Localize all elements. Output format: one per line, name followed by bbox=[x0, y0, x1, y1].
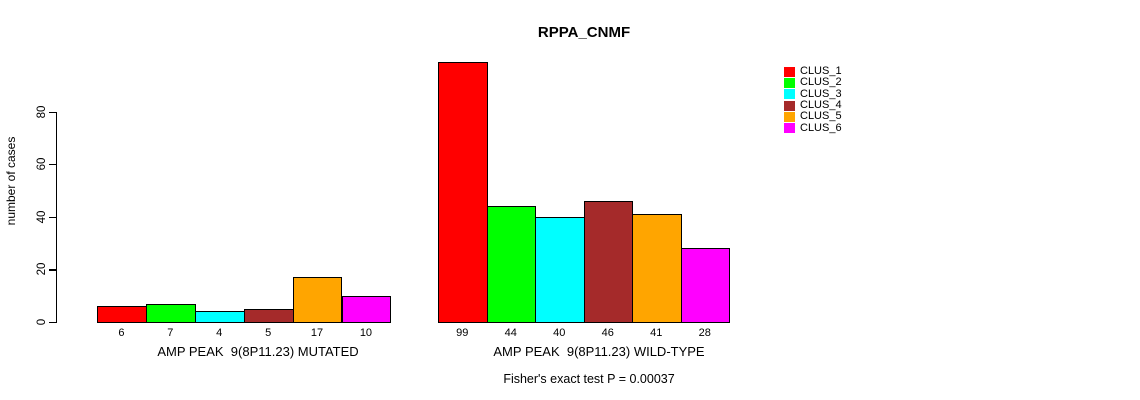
group-label: AMP PEAK 9(8P11.23) WILD-TYPE bbox=[493, 344, 705, 359]
bar-value-label: 10 bbox=[359, 327, 373, 339]
bar-value-label: 17 bbox=[310, 327, 324, 339]
legend-item: CLUS_1 bbox=[784, 66, 842, 77]
legend-color-swatch bbox=[784, 89, 795, 100]
group-label: AMP PEAK 9(8P11.23) MUTATED bbox=[157, 344, 359, 359]
bar-value-label: 41 bbox=[650, 327, 663, 339]
bar-value-label: 40 bbox=[553, 327, 566, 339]
bar-value-label: 99 bbox=[456, 327, 469, 339]
legend-label: CLUS_4 bbox=[800, 99, 842, 112]
bar-clus_6 bbox=[680, 248, 730, 323]
bar-clus_2 bbox=[145, 303, 196, 323]
legend-label: CLUS_3 bbox=[800, 87, 842, 100]
fisher-test-note: Fisher's exact test P = 0.00037 bbox=[503, 372, 675, 386]
legend-label: CLUS_2 bbox=[800, 76, 842, 89]
bar-clus_5 bbox=[632, 214, 682, 323]
bar-value-label: 44 bbox=[504, 327, 517, 339]
legend-label: CLUS_6 bbox=[800, 121, 842, 134]
legend-color-swatch bbox=[784, 66, 795, 77]
legend-color-swatch bbox=[784, 111, 795, 122]
y-axis-tick bbox=[49, 322, 56, 324]
bar-clus_1 bbox=[438, 61, 488, 323]
y-axis-tick-label: 40 bbox=[36, 210, 48, 224]
bar-clus_2 bbox=[486, 206, 536, 323]
y-axis-tick bbox=[49, 111, 56, 113]
y-axis-tick-label: 0 bbox=[36, 318, 48, 326]
legend-item: CLUS_4 bbox=[784, 100, 842, 111]
bar-clus_4 bbox=[243, 308, 294, 323]
legend-color-swatch bbox=[784, 100, 795, 111]
y-axis-tick bbox=[49, 269, 56, 271]
y-axis-line bbox=[56, 111, 58, 323]
bar-clus_4 bbox=[583, 201, 633, 323]
bar-clus_5 bbox=[292, 277, 343, 323]
y-axis-tick-label: 20 bbox=[36, 262, 48, 276]
bar-clus_3 bbox=[194, 311, 245, 323]
bar-clus_1 bbox=[97, 306, 147, 323]
bar-value-label: 28 bbox=[698, 327, 711, 339]
legend-item: CLUS_3 bbox=[784, 87, 842, 100]
bar-value-label: 6 bbox=[118, 327, 125, 339]
bar-value-label: 5 bbox=[265, 327, 272, 339]
y-axis-label: number of cases bbox=[4, 136, 18, 226]
legend-item: CLUS_5 bbox=[784, 111, 842, 122]
bar-value-label: 4 bbox=[216, 327, 223, 339]
legend-label: CLUS_1 bbox=[800, 65, 842, 78]
chart-title: RPPA_CNMF bbox=[537, 24, 631, 41]
legend-label: CLUS_5 bbox=[800, 110, 842, 123]
y-axis-tick bbox=[49, 164, 56, 166]
legend-color-swatch bbox=[784, 77, 795, 88]
bar-value-label: 46 bbox=[601, 327, 614, 339]
y-axis-tick-label: 60 bbox=[36, 157, 48, 171]
legend: CLUS_1 CLUS_2 CLUS_3 CLUS_4 CLUS_5 CLUS_6 bbox=[784, 66, 842, 134]
bar-clus_6 bbox=[341, 295, 392, 323]
bar-value-label: 7 bbox=[167, 327, 174, 339]
y-axis-tick bbox=[49, 216, 56, 218]
bar-clus_3 bbox=[535, 216, 585, 323]
legend-item: CLUS_2 bbox=[784, 77, 842, 88]
legend-item: CLUS_6 bbox=[784, 121, 842, 134]
legend-color-swatch bbox=[784, 123, 795, 134]
y-axis-tick-label: 80 bbox=[36, 105, 48, 118]
